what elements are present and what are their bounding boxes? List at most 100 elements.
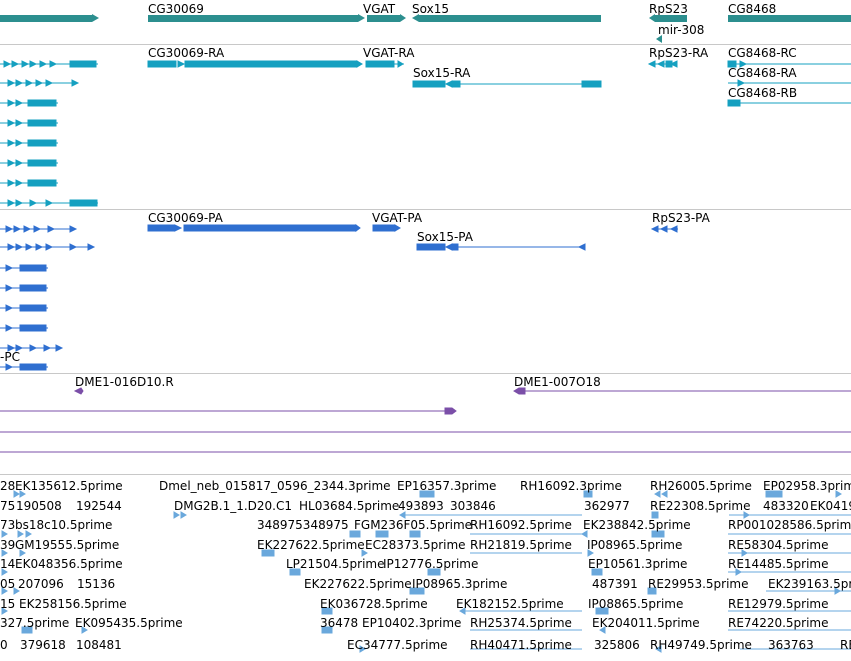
est-label[interactable]: 14 (0, 557, 16, 571)
protein-label-sox15-pa[interactable]: Sox15-PA (417, 230, 473, 244)
est-label[interactable]: 15 (0, 597, 16, 611)
est-label[interactable]: EC28373.5prime (365, 538, 466, 552)
est-label[interactable]: 303846 (450, 499, 496, 513)
est-label[interactable]: 28 (0, 479, 16, 493)
est-label[interactable]: EK095435.5prime (75, 616, 183, 630)
est-label[interactable]: RH40471.5prime (470, 638, 572, 652)
gene-label-cg30069[interactable]: CG30069 (148, 2, 204, 16)
transcript-label-rps23-ra[interactable]: RpS23-RA (649, 46, 709, 60)
est-label[interactable]: LP21504.5prime (286, 557, 385, 571)
gene-label-mir308[interactable]: mir-308 (658, 23, 705, 37)
est-label[interactable]: IP08965.3prime (412, 577, 508, 591)
transcript-label-vgat-ra[interactable]: VGAT-RA (363, 46, 415, 60)
est-label[interactable]: EK135612.5prime (15, 479, 123, 493)
gene-label-sox15[interactable]: Sox15 (412, 2, 449, 16)
est-label[interactable]: HL03684.5prime (299, 499, 400, 513)
est-label[interactable]: EK048356.5prime (15, 557, 123, 571)
clone-label-dme1-007o18[interactable]: DME1-007O18 (514, 375, 601, 389)
est-label[interactable]: EP02958.3prime (763, 479, 851, 493)
est-label[interactable]: IP08865.5prime (588, 597, 684, 611)
est-label[interactable]: RE (840, 638, 851, 652)
est-label[interactable]: 487391 (592, 577, 638, 591)
transcript-label-cg8468-rb[interactable]: CG8468-RB (728, 86, 798, 100)
est-label[interactable]: RH16092.3prime (520, 479, 622, 493)
track-separator (0, 209, 851, 210)
est-label[interactable]: RE58304.5prime (728, 538, 829, 552)
est-label[interactable]: IP12776.5prime (383, 557, 479, 571)
gene-arrow (649, 14, 655, 22)
est-label[interactable]: RH16092.5prime (470, 518, 572, 532)
est-label[interactable]: RH26005.5prime (650, 479, 752, 493)
est-label[interactable]: 73 (0, 518, 16, 532)
est-label[interactable]: RE22308.5prime (650, 499, 751, 513)
gene-label-vgat[interactable]: VGAT (363, 2, 396, 16)
gene-bar-rps23[interactable] (655, 15, 687, 22)
est-label[interactable]: 363763 (768, 638, 814, 652)
est-label[interactable]: EK258156.5prime (19, 597, 127, 611)
est-label[interactable]: EP10561.3prime (588, 557, 688, 571)
est-label[interactable]: EK238842.5prime (583, 518, 691, 532)
est-label[interactable]: EP16357.3prime (397, 479, 497, 493)
est-label[interactable]: RP001028586.5prime (728, 518, 851, 532)
gene-arrow (656, 35, 662, 43)
est-label[interactable]: 483320 (763, 499, 809, 513)
est-label[interactable]: 39 (0, 538, 16, 552)
clone-label-dme1-016d10[interactable]: DME1-016D10.R (75, 375, 174, 389)
est-label[interactable]: 192544 (76, 499, 122, 513)
track-separator (0, 44, 851, 45)
est-label[interactable]: 362977 (584, 499, 630, 513)
est-label[interactable]: DMG2B.1_1.D20.C1 (174, 499, 292, 513)
est-label[interactable]: 0 (0, 638, 8, 652)
est-label[interactable]: RE29953.5prime (648, 577, 749, 591)
transcript-label-sox15-ra[interactable]: Sox15-RA (413, 66, 471, 80)
est-label[interactable]: 05 (0, 577, 16, 591)
transcript-label-cg30069-ra[interactable]: CG30069-RA (148, 46, 225, 60)
est-label[interactable]: EP10402.3prime (362, 616, 462, 630)
transcript-label-cg8468-rc[interactable]: CG8468-RC (728, 46, 797, 60)
protein-label-rps23-pa[interactable]: RpS23-PA (652, 211, 710, 225)
est-label[interactable]: RH25374.5prime (470, 616, 572, 630)
gene-bar-sox15[interactable] (419, 15, 601, 22)
est-label[interactable]: 190508 (16, 499, 62, 513)
gene-label-cg8468[interactable]: CG8468 (728, 2, 777, 16)
gene-bar-cg8468[interactable] (728, 15, 851, 22)
est-label[interactable]: EK0419 (810, 499, 851, 513)
gene-bar[interactable] (0, 15, 92, 22)
est-label[interactable]: EK227622.5prime (257, 538, 365, 552)
est-label[interactable]: IP08965.5prime (587, 538, 683, 552)
est-label[interactable]: bs18c10.5prime (15, 518, 113, 532)
gene-bar-vgat[interactable] (367, 15, 400, 22)
est-label[interactable]: RH21819.5prime (470, 538, 572, 552)
est-label[interactable]: FGM236F05.5prime (354, 518, 473, 532)
est-label[interactable]: 327.5prime (0, 616, 70, 630)
est-label[interactable]: 207096 (18, 577, 64, 591)
track-separator (0, 474, 851, 475)
est-label[interactable]: 36478 (320, 616, 359, 630)
protein-label-cg30069-pa[interactable]: CG30069-PA (148, 211, 223, 225)
est-label[interactable]: EK204011.5prime (592, 616, 700, 630)
est-label[interactable]: EC34777.5prime (347, 638, 448, 652)
est-label[interactable]: 108481 (76, 638, 122, 652)
protein-label-pc[interactable]: -PC (0, 350, 20, 364)
est-label[interactable]: EK036728.5prime (320, 597, 428, 611)
transcript-label-cg8468-ra[interactable]: CG8468-RA (728, 66, 797, 80)
est-label[interactable]: 493893 (398, 499, 444, 513)
gene-bar-cg30069[interactable] (148, 15, 358, 22)
est-label[interactable]: RE14485.5prime (728, 557, 829, 571)
est-label[interactable]: 379618 (20, 638, 66, 652)
est-label[interactable]: Dmel_neb_015817_0596_2344.3prime (159, 479, 391, 493)
est-label[interactable]: 325806 (594, 638, 640, 652)
est-label[interactable]: RE12979.5prime (728, 597, 829, 611)
est-label[interactable]: 15136 (77, 577, 116, 591)
est-label[interactable]: RE74220.5prime (728, 616, 829, 630)
protein-label-vgat-pa[interactable]: VGAT-PA (372, 211, 423, 225)
est-label[interactable]: GM19555.5prime (15, 538, 120, 552)
est-label[interactable]: EK182152.5prime (456, 597, 564, 611)
est-label[interactable]: EK239163.5prime (768, 577, 851, 591)
gene-label-rps23[interactable]: RpS23 (649, 2, 688, 16)
gene-track: CG30069 VGAT Sox15 RpS23 mir-308 CG8468 (0, 0, 851, 44)
est-label[interactable]: 75 (0, 499, 16, 513)
est-label[interactable]: RH49749.5prime (650, 638, 752, 652)
est-label[interactable]: EK227622.5prime (304, 577, 412, 591)
est-label[interactable]: 348975348975 (257, 518, 349, 532)
